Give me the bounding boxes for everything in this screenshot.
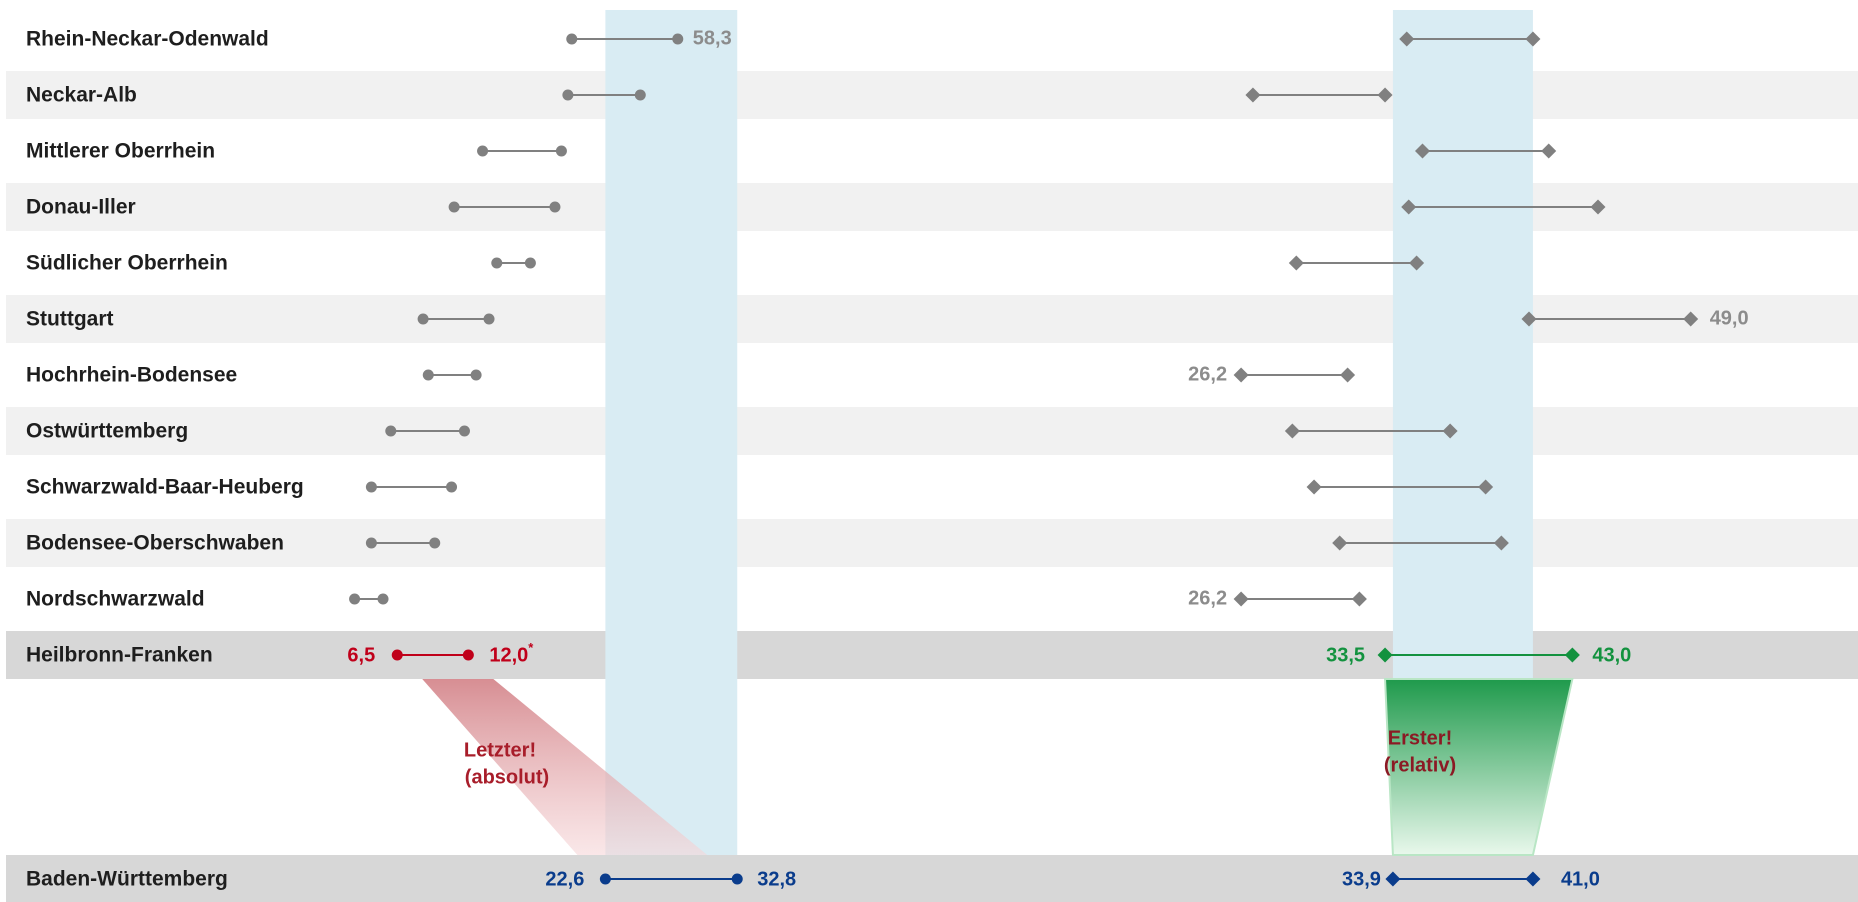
absolute-range-end-dot (470, 369, 482, 381)
reference-absolute-range-end-dot (731, 873, 743, 885)
relative-range-start-diamond (1332, 535, 1348, 551)
relative-range-end-diamond (1541, 143, 1557, 159)
region-label: Hochrhein-Bodensee (26, 364, 237, 387)
footnote-marker: * (528, 640, 534, 655)
reference-band-absolute (605, 10, 738, 855)
row-stripe (6, 407, 1858, 455)
absolute-range-start-dot (562, 89, 574, 101)
funnel-annotations: Letzter! (absolut) Erster! (relativ) (422, 678, 1574, 856)
highlight-relative-min-label: 33,5 (1326, 644, 1365, 666)
row-stripe (6, 519, 1858, 567)
relative-range-start-diamond (1306, 479, 1322, 495)
relative-range-start-diamond (1284, 423, 1300, 439)
absolute-range-start-dot (566, 33, 578, 45)
highlight-relative-range-end-diamond (1564, 647, 1580, 663)
reference-region-label: Baden-Württemberg (26, 868, 228, 891)
highlight-row-background (6, 631, 1858, 679)
labels: Rhein-Neckar-Odenwald 58,3 Neckar-Alb Mittl… (26, 27, 1749, 890)
absolute-range-start-dot (349, 593, 361, 605)
data-marks (349, 31, 1699, 887)
region-label: Ostwürttemberg (26, 420, 188, 443)
absolute-range-end-dot (458, 425, 470, 437)
region-label: Südlicher Oberrhein (26, 252, 228, 275)
relative-range-end-diamond (1340, 367, 1356, 383)
relative-max-label: 49,0 (1710, 307, 1749, 329)
relative-range-end-diamond (1442, 423, 1458, 439)
absolute-range-end-dot (555, 145, 567, 157)
relative-range-start-diamond (1288, 255, 1304, 271)
region-label: Neckar-Alb (26, 84, 137, 107)
absolute-range-end-dot (524, 257, 536, 269)
absolute-range-end-dot (483, 313, 495, 325)
absolute-range-start-dot (422, 369, 434, 381)
absolute-range-end-dot (446, 481, 458, 493)
region-label: Donau-Iller (26, 196, 136, 219)
absolute-range-start-dot (365, 481, 377, 493)
highlight-region-label: Heilbronn-Franken (26, 644, 213, 667)
reference-relative-max-label: 41,0 (1561, 868, 1600, 890)
relative-range-start-diamond (1233, 367, 1249, 383)
region-label: Schwarzwald-Baar-Heuberg (26, 476, 304, 499)
relative-range-end-diamond (1409, 255, 1425, 271)
relative-range-start-diamond (1415, 143, 1431, 159)
relative-funnel (1384, 678, 1574, 856)
relative-range-end-diamond (1377, 87, 1393, 103)
absolute-range-end-dot (429, 537, 441, 549)
absolute-max-label: 58,3 (693, 27, 732, 49)
highlight-relative-max-label: 43,0 (1592, 644, 1631, 666)
relative-min-label: 26,2 (1188, 587, 1227, 609)
reference-absolute-range-start-dot (599, 873, 611, 885)
highlight-absolute-range-end-dot (462, 649, 474, 661)
region-label: Mittlerer Oberrhein (26, 140, 215, 163)
absolute-range-start-dot (477, 145, 489, 157)
row-stripe (6, 71, 1858, 119)
absolute-range-start-dot (491, 257, 503, 269)
relative-annotation-line1: Erster! (1388, 727, 1452, 749)
relative-range-start-diamond (1401, 199, 1417, 215)
absolute-annotation-line1: Letzter! (464, 739, 536, 761)
absolute-funnel (422, 679, 708, 855)
relative-min-label: 26,2 (1188, 363, 1227, 385)
relative-annotation-line2: (relativ) (1384, 754, 1456, 776)
absolute-range-start-dot (365, 537, 377, 549)
region-label: Rhein-Neckar-Odenwald (26, 28, 269, 51)
absolute-range-start-dot (417, 313, 429, 325)
relative-range-end-diamond (1478, 479, 1494, 495)
absolute-range-end-dot (672, 33, 684, 45)
relative-range-end-diamond (1683, 311, 1699, 327)
absolute-range-end-dot (549, 201, 561, 213)
region-label: Stuttgart (26, 308, 114, 331)
reference-absolute-min-label: 22,6 (545, 868, 584, 890)
highlight-absolute-range-start-dot (391, 649, 403, 661)
relative-range-end-diamond (1525, 31, 1541, 47)
relative-range-start-diamond (1521, 311, 1537, 327)
region-label: Nordschwarzwald (26, 588, 205, 611)
relative-range-start-diamond (1245, 87, 1261, 103)
reference-relative-min-label: 33,9 (1342, 868, 1381, 890)
relative-range-end-diamond (1493, 535, 1509, 551)
highlight-relative-range-start-diamond (1377, 647, 1393, 663)
relative-range-end-diamond (1351, 591, 1367, 607)
absolute-range-end-dot (634, 89, 646, 101)
region-label: Bodensee-Oberschwaben (26, 532, 284, 555)
absolute-range-end-dot (377, 593, 389, 605)
reference-relative-range-end-diamond (1525, 871, 1541, 887)
reference-absolute-max-label: 32,8 (757, 868, 796, 890)
relative-range-end-diamond (1590, 199, 1606, 215)
highlight-absolute-min-label: 6,5 (347, 644, 375, 666)
relative-range-start-diamond (1399, 31, 1415, 47)
absolute-annotation-line2: (absolut) (465, 766, 549, 788)
relative-range-start-diamond (1233, 591, 1249, 607)
highlight-absolute-max-label: 12,0* (489, 640, 534, 666)
reference-row-background (6, 855, 1858, 902)
absolute-range-start-dot (448, 201, 460, 213)
reference-relative-range-start-diamond (1385, 871, 1401, 887)
absolute-range-start-dot (385, 425, 397, 437)
